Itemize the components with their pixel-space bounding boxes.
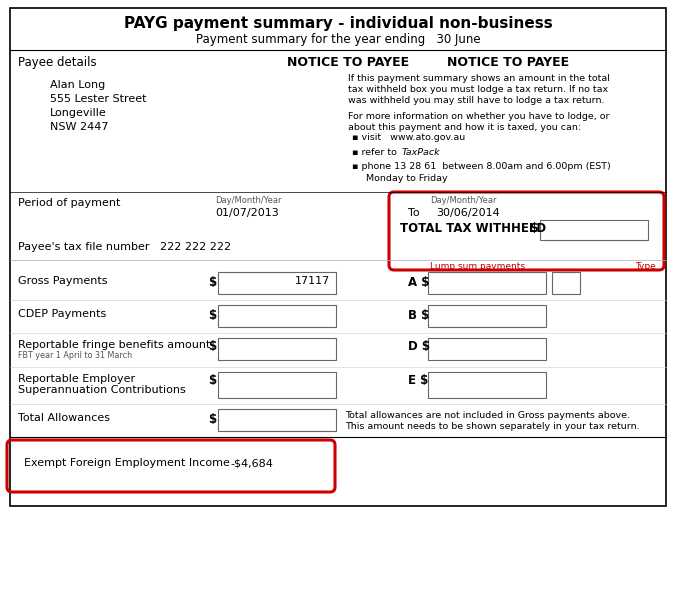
Text: ▪ refer to: ▪ refer to — [352, 148, 400, 157]
Text: Gross Payments: Gross Payments — [18, 276, 108, 286]
Text: Superannuation Contributions: Superannuation Contributions — [18, 385, 186, 395]
Text: 01/07/2013: 01/07/2013 — [215, 208, 279, 218]
Text: $: $ — [208, 374, 216, 387]
Text: 17117: 17117 — [295, 276, 330, 286]
Bar — [218, 372, 336, 398]
Text: Lump sum payments: Lump sum payments — [430, 262, 525, 271]
Text: ▪ phone 13 28 61  between 8.00am and 6.00pm (EST): ▪ phone 13 28 61 between 8.00am and 6.00… — [352, 162, 611, 171]
Text: NOTICE TO PAYEE: NOTICE TO PAYEE — [447, 56, 569, 69]
Text: To: To — [408, 208, 420, 218]
Text: Payee's tax file number   222 222 222: Payee's tax file number 222 222 222 — [18, 242, 231, 252]
Text: B $: B $ — [408, 309, 429, 322]
Bar — [428, 305, 546, 327]
Text: ▪ visit   www.ato.gov.au: ▪ visit www.ato.gov.au — [352, 133, 465, 142]
Text: 555 Lester Street: 555 Lester Street — [50, 94, 146, 104]
Bar — [10, 8, 666, 506]
Text: Payment summary for the year ending   30 June: Payment summary for the year ending 30 J… — [196, 33, 480, 46]
Text: NOTICE TO PAYEE: NOTICE TO PAYEE — [287, 56, 409, 69]
Bar — [540, 220, 648, 240]
Text: Longeville: Longeville — [50, 108, 106, 118]
Text: $: $ — [208, 340, 216, 353]
Text: NSW 2447: NSW 2447 — [50, 122, 108, 132]
Bar — [218, 338, 336, 360]
Text: Exempt Foreign Employment Income: Exempt Foreign Employment Income — [24, 458, 230, 468]
Text: E $: E $ — [408, 374, 428, 387]
Text: $: $ — [208, 276, 216, 289]
Text: PAYG payment summary - individual non-business: PAYG payment summary - individual non-bu… — [123, 16, 553, 31]
Bar — [428, 372, 546, 398]
Text: CDEP Payments: CDEP Payments — [18, 309, 106, 319]
Text: $: $ — [208, 413, 216, 426]
Text: Day/Month/Year: Day/Month/Year — [430, 196, 496, 205]
Text: Reportable Employer: Reportable Employer — [18, 374, 135, 384]
Text: This amount needs to be shown separately in your tax return.: This amount needs to be shown separately… — [345, 422, 639, 431]
Text: Total Allowances: Total Allowances — [18, 413, 110, 423]
Bar — [218, 409, 336, 431]
Text: $: $ — [530, 222, 539, 235]
Bar — [218, 272, 336, 294]
Text: A $: A $ — [408, 276, 429, 289]
Text: Type: Type — [635, 262, 656, 271]
Bar — [552, 272, 580, 294]
Text: Period of payment: Period of payment — [18, 198, 121, 208]
Text: $: $ — [208, 309, 216, 322]
Bar — [428, 272, 546, 294]
Text: Payee details: Payee details — [18, 56, 97, 69]
Text: TOTAL TAX WITHHELD: TOTAL TAX WITHHELD — [400, 222, 546, 235]
Text: Total allowances are not included in Gross payments above.: Total allowances are not included in Gro… — [345, 411, 630, 420]
Text: Monday to Friday: Monday to Friday — [366, 174, 447, 183]
Text: TaxPack: TaxPack — [402, 148, 441, 157]
Text: 30/06/2014: 30/06/2014 — [436, 208, 500, 218]
Bar — [428, 338, 546, 360]
Text: Day/Month/Year: Day/Month/Year — [215, 196, 281, 205]
Text: If this payment summary shows an amount in the total
tax withheld box you must l: If this payment summary shows an amount … — [348, 74, 610, 105]
Text: D $: D $ — [408, 340, 430, 353]
Bar — [218, 305, 336, 327]
Text: Alan Long: Alan Long — [50, 80, 105, 90]
Text: For more information on whether you have to lodge, or
about this payment and how: For more information on whether you have… — [348, 112, 610, 132]
Text: -$4,684: -$4,684 — [230, 458, 273, 468]
Text: Reportable fringe benefits amount: Reportable fringe benefits amount — [18, 340, 210, 350]
Text: FBT year 1 April to 31 March: FBT year 1 April to 31 March — [18, 351, 132, 360]
